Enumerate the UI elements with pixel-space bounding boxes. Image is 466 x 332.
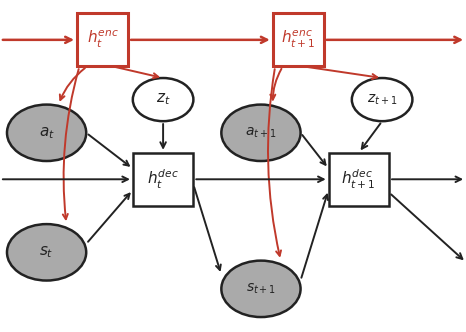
FancyBboxPatch shape [273,13,324,66]
Ellipse shape [7,224,86,281]
Text: $h_{t+1}^{dec}$: $h_{t+1}^{dec}$ [342,168,376,191]
Ellipse shape [221,105,301,161]
FancyBboxPatch shape [77,13,128,66]
Text: $h_t^{dec}$: $h_t^{dec}$ [147,168,179,191]
Text: $z_t$: $z_t$ [156,92,171,108]
Ellipse shape [352,78,412,121]
Text: $z_{t+1}$: $z_{t+1}$ [367,92,397,107]
Ellipse shape [7,105,86,161]
FancyBboxPatch shape [329,153,389,206]
Ellipse shape [221,261,301,317]
Ellipse shape [133,78,193,121]
Text: $a_{t+1}$: $a_{t+1}$ [245,125,277,140]
Text: $h_t^{enc}$: $h_t^{enc}$ [87,29,118,50]
Text: $s_{t+1}$: $s_{t+1}$ [246,282,276,296]
Text: $a_t$: $a_t$ [39,125,55,141]
FancyBboxPatch shape [133,153,193,206]
Text: $s_t$: $s_t$ [40,244,54,260]
Text: $h_{t+1}^{enc}$: $h_{t+1}^{enc}$ [281,29,315,50]
